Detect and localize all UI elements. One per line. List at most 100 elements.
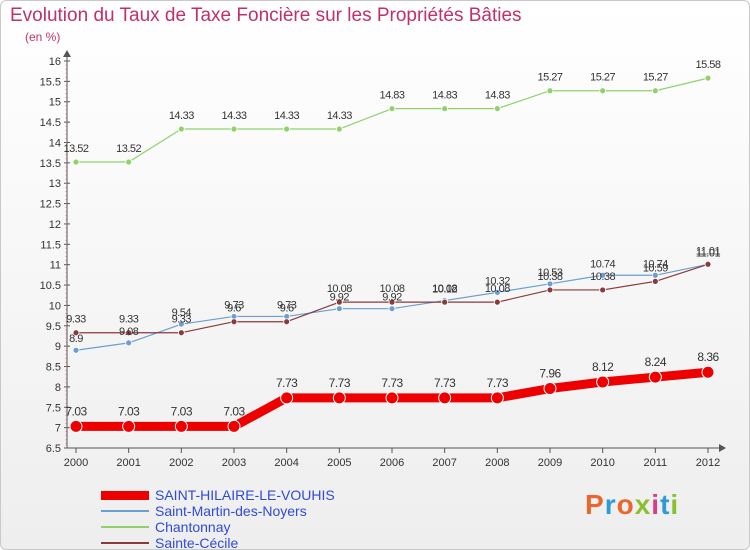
data-point-series-0 <box>227 419 241 433</box>
data-point-series-0 <box>385 391 399 405</box>
data-point-series-3 <box>230 318 238 326</box>
data-point-series-0 <box>701 365 715 379</box>
y-tick-label: 13 <box>49 178 61 190</box>
data-label-series-1: 11.01 <box>696 247 721 259</box>
data-point-series-2 <box>125 158 133 166</box>
data-point-series-3 <box>283 318 291 326</box>
x-tick-label: 2008 <box>485 457 509 469</box>
data-label-series-2: 14.83 <box>432 90 457 102</box>
data-label-series-0: 7.73 <box>381 376 403 390</box>
data-label-series-0: 8.12 <box>592 360 614 374</box>
data-point-series-1 <box>599 271 607 279</box>
y-tick-label: 12 <box>49 219 61 231</box>
data-label-series-0: 7.03 <box>223 404 245 418</box>
data-point-series-3 <box>704 260 712 268</box>
data-point-series-2 <box>493 105 501 113</box>
data-point-series-1 <box>493 288 501 296</box>
y-tick-label: 10.5 <box>40 280 61 292</box>
data-point-series-3 <box>388 298 396 306</box>
y-tick-label: 12.5 <box>40 199 61 211</box>
data-point-series-2 <box>283 125 291 133</box>
unit-label: (en %) <box>25 30 61 44</box>
data-point-series-3 <box>441 298 449 306</box>
legend-item-series-0: SAINT-HILAIRE-LE-VOUHIS <box>101 487 335 503</box>
legend-item-series-3: Sainte-Cécile <box>101 535 335 550</box>
data-label-series-0: 7.73 <box>276 376 298 390</box>
y-tick-label: 8 <box>55 382 61 394</box>
data-point-series-2 <box>546 87 554 95</box>
data-label-series-3: 9.33 <box>119 314 139 326</box>
data-label-series-3: 10.59 <box>643 262 668 274</box>
y-tick-label: 9 <box>55 341 61 353</box>
data-label-series-1: 10.74 <box>643 258 668 270</box>
y-tick-label: 11 <box>50 260 61 272</box>
data-point-series-0 <box>596 375 610 389</box>
data-label-series-2: 14.83 <box>379 90 404 102</box>
x-tick-label: 2006 <box>380 457 404 469</box>
x-tick-label: 2012 <box>696 457 720 469</box>
x-tick-label: 2009 <box>538 457 562 469</box>
data-label-series-0: 7.03 <box>65 404 87 418</box>
data-point-series-0 <box>543 382 557 396</box>
data-point-series-3 <box>599 286 607 294</box>
data-point-series-1 <box>388 305 396 313</box>
data-point-series-1 <box>177 320 185 328</box>
logo-letter: i <box>670 489 680 520</box>
x-tick-label: 2010 <box>590 457 614 469</box>
legend-item-series-1: Saint-Martin-des-Noyers <box>101 503 335 519</box>
data-point-series-0 <box>438 391 452 405</box>
data-point-series-0 <box>490 391 504 405</box>
data-label-series-1: 9.92 <box>382 292 402 304</box>
data-label-series-0: 7.73 <box>434 376 456 390</box>
data-label-series-1: 9.08 <box>119 326 139 338</box>
data-label-series-3: 9.6 <box>280 303 294 315</box>
x-tick-label: 2004 <box>274 457 298 469</box>
data-point-series-3 <box>177 329 185 337</box>
data-label-series-2: 15.27 <box>643 72 668 84</box>
y-tick-label: 7 <box>55 423 61 435</box>
data-label-series-1: 9.92 <box>330 292 350 304</box>
legend-label-series-0: SAINT-HILAIRE-LE-VOUHIS <box>155 487 335 503</box>
legend-swatch-series-1 <box>101 510 149 512</box>
legend-swatch-series-2 <box>101 526 149 528</box>
y-tick-label: 6.5 <box>46 443 61 455</box>
logo-letter: P <box>585 489 605 520</box>
data-labels-layer: 13.52 13.52 14.33 14.33 14.33 14.33 14.83 14.83… <box>63 59 721 418</box>
logo-letter: x <box>634 489 652 520</box>
legend-swatch-series-3 <box>101 542 149 544</box>
data-label-series-3: 10.08 <box>485 283 510 295</box>
legend-item-series-2: Chantonnay <box>101 519 335 535</box>
y-tick-label: 7.5 <box>46 402 61 414</box>
data-label-series-0: 7.73 <box>487 376 509 390</box>
data-point-series-3 <box>72 329 80 337</box>
data-point-series-0 <box>280 391 294 405</box>
data-point-series-2 <box>704 74 712 82</box>
data-point-series-3 <box>125 329 133 337</box>
data-point-series-1 <box>335 305 343 313</box>
legend-label-series-3: Sainte-Cécile <box>155 535 239 550</box>
y-tick-label: 14 <box>49 137 61 149</box>
x-axis-arrow <box>719 444 726 452</box>
data-label-series-1: 10.12 <box>432 284 457 296</box>
logo-letter: i <box>651 489 661 520</box>
y-tick-label: 10 <box>49 300 61 312</box>
data-point-series-0 <box>122 419 136 433</box>
data-label-series-2: 14.33 <box>327 110 352 122</box>
proxiti-logo: Proxiti <box>585 489 679 521</box>
x-tick-label: 2003 <box>222 457 246 469</box>
data-point-series-0 <box>332 391 346 405</box>
data-label-series-1: 9.54 <box>172 307 192 319</box>
data-label-series-2: 15.58 <box>695 59 720 71</box>
data-label-series-3: 10.08 <box>432 283 457 295</box>
data-point-series-1 <box>125 339 133 347</box>
data-point-series-2 <box>651 87 659 95</box>
y-tick-label: 13.5 <box>40 158 61 170</box>
data-label-series-1: 10.74 <box>590 258 615 270</box>
data-label-series-2: 14.33 <box>221 110 246 122</box>
data-label-series-2: 15.27 <box>590 72 615 84</box>
legend-label-series-1: Saint-Martin-des-Noyers <box>155 503 307 519</box>
data-point-series-2 <box>441 105 449 113</box>
logo-letter: t <box>660 489 671 520</box>
y-tick-label: 14.5 <box>40 117 61 129</box>
chart-title: Evolution du Taux de Taxe Foncière sur l… <box>10 5 522 26</box>
